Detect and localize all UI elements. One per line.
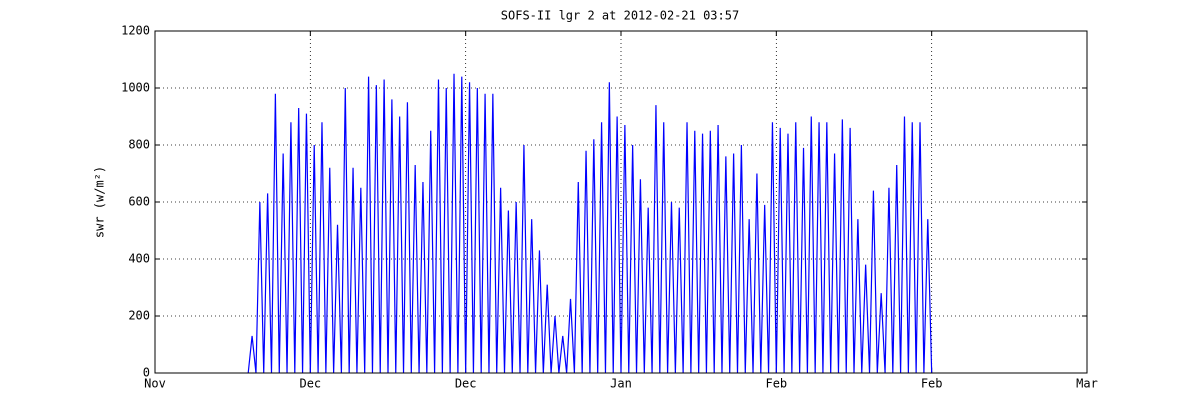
y-axis-label: swr (w/m²) — [93, 166, 107, 238]
chart-title: SOFS-II lgr 2 at 2012-02-21 03:57 — [501, 9, 739, 23]
plot-frame — [154, 30, 1088, 374]
y-tick-label: 1000 — [121, 81, 150, 95]
y-tick-label: 1200 — [121, 24, 150, 38]
y-tick-label: 0 — [143, 366, 150, 380]
x-tick-label: Dec — [455, 377, 477, 391]
x-tick-label: Feb — [921, 377, 943, 391]
x-tick-label: Mar — [1076, 377, 1098, 391]
y-tick-label: 400 — [128, 252, 150, 266]
y-tick-label: 200 — [128, 309, 150, 323]
x-tick-label: Jan — [610, 377, 632, 391]
x-tick-label: Dec — [299, 377, 321, 391]
x-tick-label: Nov — [144, 377, 166, 391]
x-tick-label: Feb — [765, 377, 787, 391]
y-tick-label: 800 — [128, 138, 150, 152]
y-tick-label: 600 — [128, 195, 150, 209]
